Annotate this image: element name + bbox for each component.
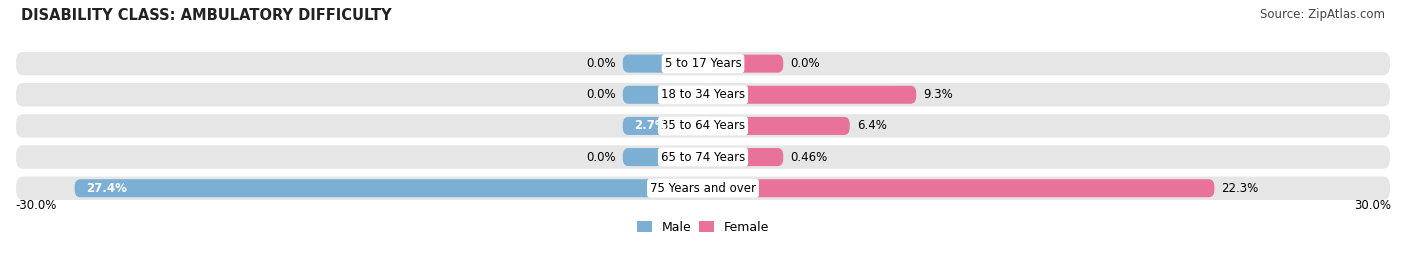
FancyBboxPatch shape <box>15 113 1391 139</box>
Text: -30.0%: -30.0% <box>15 199 56 213</box>
Text: 5 to 17 Years: 5 to 17 Years <box>665 57 741 70</box>
Text: 65 to 74 Years: 65 to 74 Years <box>661 151 745 163</box>
Text: 75 Years and over: 75 Years and over <box>650 182 756 195</box>
FancyBboxPatch shape <box>623 55 703 73</box>
Text: 22.3%: 22.3% <box>1222 182 1258 195</box>
Text: 0.0%: 0.0% <box>586 151 616 163</box>
Text: 30.0%: 30.0% <box>1354 199 1391 213</box>
FancyBboxPatch shape <box>703 86 917 104</box>
FancyBboxPatch shape <box>75 179 703 197</box>
FancyBboxPatch shape <box>703 117 849 135</box>
FancyBboxPatch shape <box>623 148 703 166</box>
Text: 35 to 64 Years: 35 to 64 Years <box>661 120 745 132</box>
Text: Source: ZipAtlas.com: Source: ZipAtlas.com <box>1260 8 1385 21</box>
Text: 18 to 34 Years: 18 to 34 Years <box>661 88 745 101</box>
Text: 2.7%: 2.7% <box>634 120 666 132</box>
FancyBboxPatch shape <box>15 51 1391 76</box>
FancyBboxPatch shape <box>15 82 1391 107</box>
Text: 27.4%: 27.4% <box>86 182 127 195</box>
Text: 0.46%: 0.46% <box>790 151 827 163</box>
FancyBboxPatch shape <box>15 144 1391 170</box>
FancyBboxPatch shape <box>703 179 1215 197</box>
Text: 0.0%: 0.0% <box>586 88 616 101</box>
FancyBboxPatch shape <box>15 176 1391 201</box>
FancyBboxPatch shape <box>623 117 703 135</box>
FancyBboxPatch shape <box>703 148 783 166</box>
FancyBboxPatch shape <box>703 55 783 73</box>
Legend: Male, Female: Male, Female <box>631 216 775 239</box>
Text: DISABILITY CLASS: AMBULATORY DIFFICULTY: DISABILITY CLASS: AMBULATORY DIFFICULTY <box>21 8 392 23</box>
Text: 0.0%: 0.0% <box>586 57 616 70</box>
Text: 6.4%: 6.4% <box>856 120 887 132</box>
FancyBboxPatch shape <box>623 86 703 104</box>
Text: 0.0%: 0.0% <box>790 57 820 70</box>
Text: 9.3%: 9.3% <box>924 88 953 101</box>
